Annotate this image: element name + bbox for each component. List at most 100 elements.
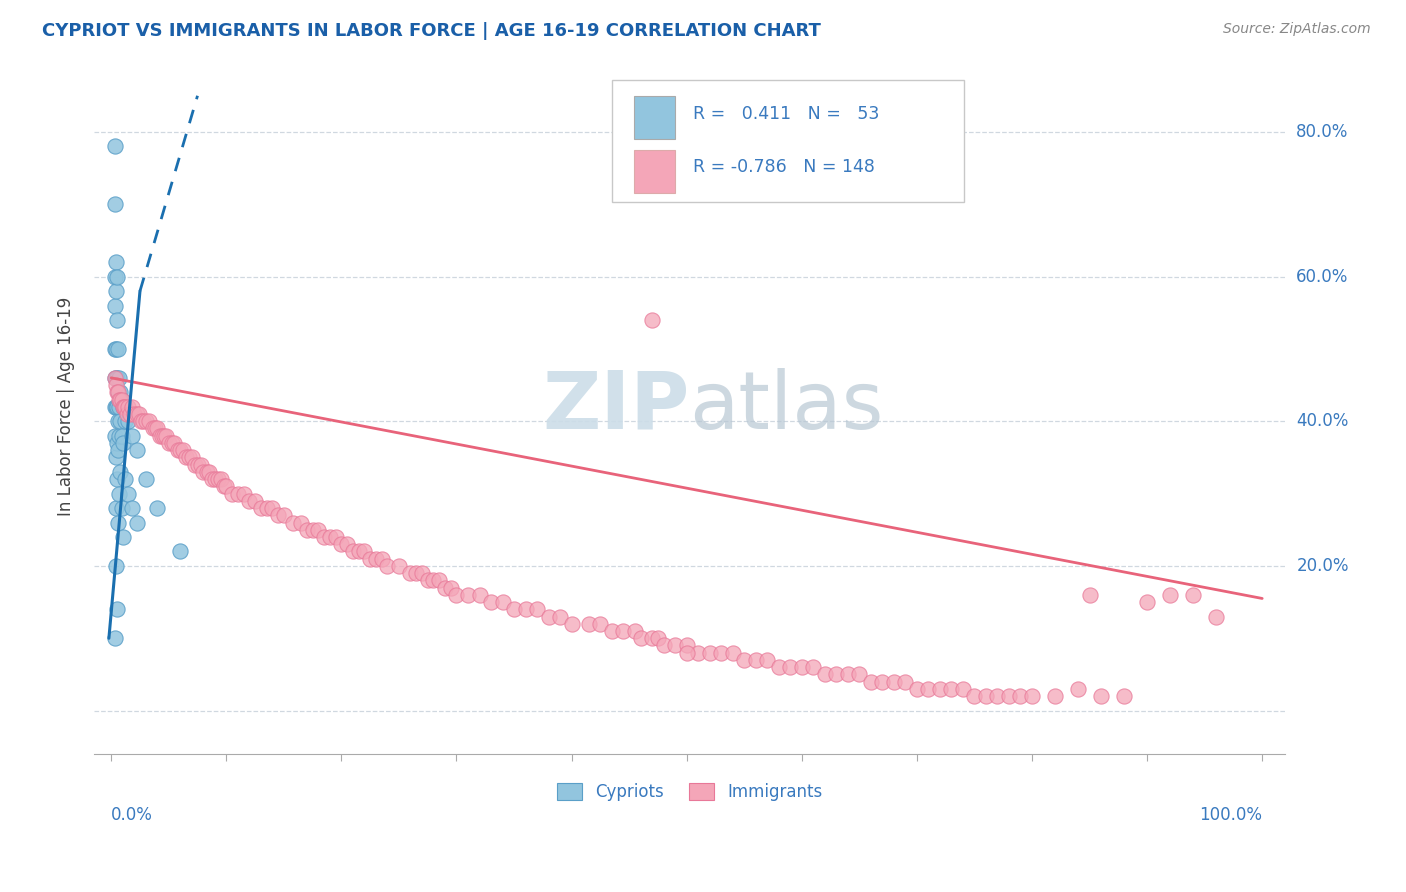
Point <box>801 660 824 674</box>
Point <box>104 255 127 269</box>
Point <box>128 407 150 421</box>
Point <box>405 566 427 581</box>
Point <box>1010 689 1032 703</box>
Point <box>1021 689 1043 703</box>
Point <box>110 392 132 407</box>
Point <box>180 450 202 465</box>
Point <box>675 639 697 653</box>
Point <box>952 681 974 696</box>
Point <box>422 574 444 588</box>
Point <box>105 436 128 450</box>
Point <box>330 537 353 551</box>
Point <box>479 595 502 609</box>
Point <box>212 479 235 493</box>
Point <box>198 465 221 479</box>
Point <box>108 392 131 407</box>
Point <box>167 443 190 458</box>
Text: 20.0%: 20.0% <box>1296 557 1348 575</box>
Point <box>105 472 128 486</box>
Point <box>377 558 399 573</box>
Point <box>105 385 128 400</box>
Point <box>353 544 375 558</box>
Point <box>215 479 238 493</box>
Point <box>859 674 882 689</box>
Point <box>121 400 143 414</box>
Point <box>107 516 129 530</box>
Point <box>872 674 894 689</box>
Text: 100.0%: 100.0% <box>1199 806 1263 824</box>
Point <box>107 385 129 400</box>
Point <box>104 400 127 414</box>
Point <box>104 558 127 573</box>
Point <box>122 407 145 421</box>
Point <box>135 472 157 486</box>
Text: 0.0%: 0.0% <box>111 806 153 824</box>
Point <box>624 624 647 638</box>
Point <box>104 139 127 153</box>
Point <box>295 523 318 537</box>
Point <box>267 508 290 523</box>
Point <box>110 385 132 400</box>
Point <box>883 674 905 689</box>
Point <box>641 313 664 327</box>
Point <box>1090 689 1112 703</box>
Point <box>710 646 733 660</box>
Legend: Cypriots, Immigrants: Cypriots, Immigrants <box>550 777 830 808</box>
Point <box>110 501 132 516</box>
Point <box>105 269 128 284</box>
Point <box>110 392 132 407</box>
Text: 60.0%: 60.0% <box>1296 268 1348 285</box>
Point <box>117 407 139 421</box>
Point <box>790 660 813 674</box>
Point <box>118 407 141 421</box>
Text: R =   0.411   N =   53: R = 0.411 N = 53 <box>693 104 880 123</box>
Point <box>1043 689 1066 703</box>
Point <box>135 414 157 428</box>
Point <box>641 632 664 646</box>
Point <box>114 472 136 486</box>
Point <box>998 689 1021 703</box>
Point <box>104 299 127 313</box>
Point <box>104 269 127 284</box>
Point <box>121 428 143 442</box>
Point <box>153 428 176 442</box>
Point <box>561 616 583 631</box>
Point <box>104 371 127 385</box>
Point <box>281 516 304 530</box>
Point <box>110 465 132 479</box>
Point <box>172 443 194 458</box>
Point <box>388 558 411 573</box>
Point <box>104 632 127 646</box>
Point <box>108 428 131 442</box>
Point <box>928 681 950 696</box>
Point <box>262 501 284 516</box>
Point <box>600 624 623 638</box>
Point <box>108 371 131 385</box>
Text: 40.0%: 40.0% <box>1296 412 1348 430</box>
Point <box>917 681 939 696</box>
Point <box>104 428 127 442</box>
Point <box>612 624 634 638</box>
Text: ZIP: ZIP <box>543 368 689 446</box>
Point <box>503 602 526 616</box>
Point <box>148 428 170 442</box>
Point <box>111 530 134 544</box>
Point <box>779 660 801 674</box>
Point <box>427 574 450 588</box>
Point <box>537 609 560 624</box>
Point <box>290 516 312 530</box>
Point <box>526 602 548 616</box>
Point <box>664 639 686 653</box>
Point <box>1136 595 1159 609</box>
Point <box>146 421 169 435</box>
Point <box>364 551 387 566</box>
Point <box>169 443 191 458</box>
Point <box>1078 588 1101 602</box>
Point <box>837 667 859 681</box>
Point <box>515 602 537 616</box>
Point <box>986 689 1008 703</box>
Point <box>104 284 127 298</box>
Point <box>174 450 197 465</box>
Point <box>104 450 127 465</box>
Point <box>184 458 207 472</box>
